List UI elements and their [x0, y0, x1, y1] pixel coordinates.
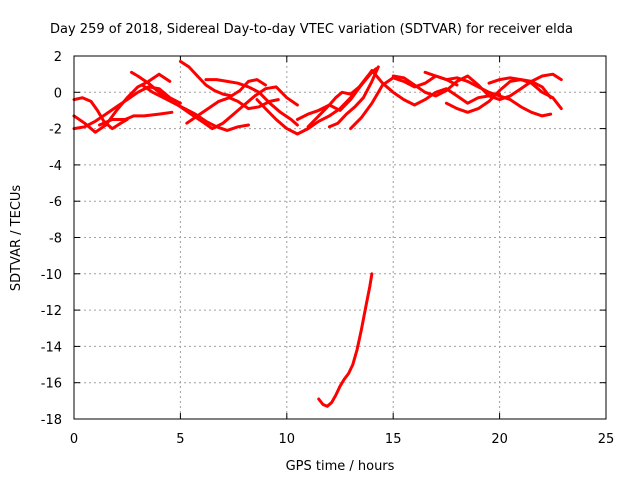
y-tick-label: 2 — [54, 50, 62, 65]
x-tick-label: 15 — [385, 432, 402, 447]
x-tick-label: 20 — [491, 432, 508, 447]
y-tick-label: -14 — [41, 340, 62, 355]
trace-arc-14 — [349, 74, 459, 131]
y-axis-label: SDTVAR / TECUs — [9, 185, 24, 292]
trace-arc-2 — [72, 85, 182, 131]
y-tick-label: -6 — [49, 195, 62, 210]
trace-arc-8 — [204, 78, 299, 127]
y-tick-label: -2 — [49, 123, 62, 138]
trace-arc-13 — [327, 65, 380, 129]
y-tick-label: -4 — [49, 159, 62, 174]
trace-arc-9 — [185, 96, 280, 125]
trace-arc-7 — [178, 59, 267, 98]
trace-arc-18 — [444, 78, 563, 114]
x-tick-label: 25 — [598, 432, 615, 447]
y-tick-label: -8 — [49, 232, 62, 247]
y-tick-label: -16 — [41, 377, 62, 392]
x-tick-label: 0 — [70, 432, 78, 447]
trace-arc-5 — [130, 70, 299, 131]
grid-layer — [74, 56, 606, 419]
y-tick-label: -10 — [41, 268, 62, 283]
trace-arc-3 — [72, 96, 129, 131]
trace-arc-6 — [140, 83, 250, 132]
trace-arc-15 — [381, 81, 502, 107]
trace-arc-12 — [306, 67, 378, 129]
y-tick-label: -12 — [41, 304, 62, 319]
y-tick-label: -18 — [41, 413, 62, 428]
chart-title: Day 259 of 2018, Sidereal Day-to-day VTE… — [50, 22, 573, 37]
trace-arc-4 — [98, 110, 174, 127]
trace-layer — [72, 59, 563, 408]
trace-arc-19 — [487, 72, 563, 85]
y-tick-label: 0 — [54, 86, 62, 101]
x-tick-label: 10 — [279, 432, 296, 447]
plot-frame — [73, 55, 607, 420]
x-tick-label: 5 — [176, 432, 184, 447]
trace-arc-17 — [423, 70, 553, 118]
trace-arc-16 — [391, 74, 553, 102]
x-axis-label: GPS time / hours — [286, 459, 395, 474]
trace-arc-20 — [317, 272, 374, 408]
